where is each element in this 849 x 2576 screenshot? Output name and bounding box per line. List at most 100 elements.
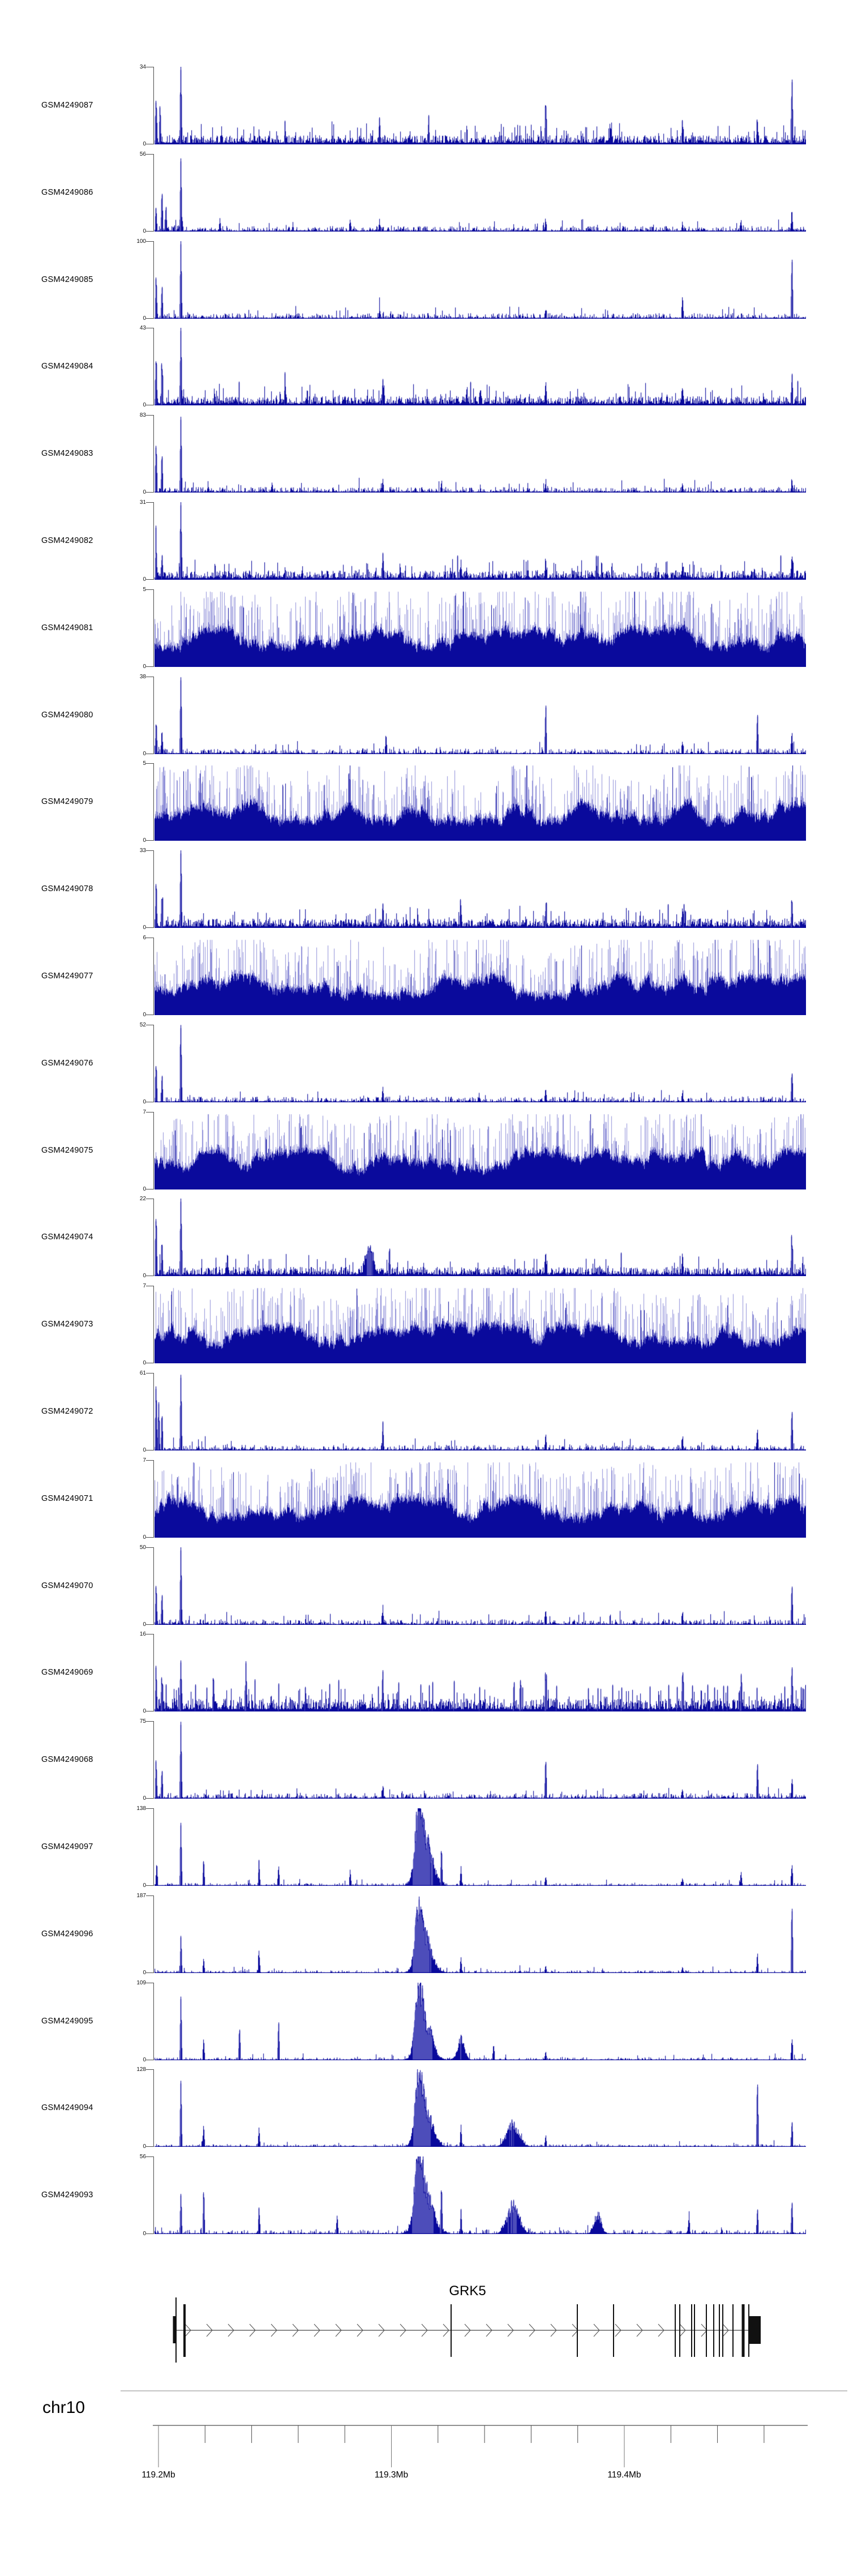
track-sample-label: GSM4249083: [41, 449, 93, 459]
gene-exon-mark: [713, 2304, 714, 2357]
strand-direction-arrow-icon: [486, 2323, 492, 2337]
track-sample-label: GSM4249087: [41, 101, 93, 110]
coverage-signal-plot: [155, 67, 806, 144]
strand-direction-arrow-icon: [249, 2323, 256, 2337]
coverage-signal-plot: [155, 938, 806, 1015]
track-sample-label: GSM4249078: [41, 884, 93, 894]
gene-exon-mark: [183, 2304, 186, 2357]
coverage-signal-plot: [155, 1547, 806, 1625]
gene-exon-mark: [749, 2316, 761, 2344]
strand-direction-arrow-icon: [314, 2323, 320, 2337]
track-ymax-label: 7: [143, 1109, 146, 1115]
track-y-axis: [153, 67, 155, 144]
track-y-tick: [146, 1624, 153, 1625]
track-yzero-label: 0: [143, 1795, 146, 1802]
coverage-signal-plot: [155, 1895, 806, 1973]
track-y-tick: [146, 927, 153, 928]
track-ymax-label: 138: [136, 1805, 146, 1812]
track-yzero-label: 0: [143, 1098, 146, 1105]
track-sample-label: GSM4249075: [41, 1145, 93, 1155]
track-yzero-label: 0: [143, 1012, 146, 1018]
track-ymax-label: 22: [139, 1196, 146, 1203]
track-yzero-label: 0: [143, 1708, 146, 1715]
track-ymax-label: 56: [139, 2154, 146, 2160]
coverage-signal-plot: [155, 328, 806, 406]
coverage-signal-plot: [155, 1982, 806, 2060]
track-sample-label: GSM4249077: [41, 972, 93, 981]
gene-exon-mark: [694, 2304, 695, 2357]
track-sample-label: GSM4249094: [41, 2103, 93, 2113]
gene-model-glyph: [173, 2297, 761, 2363]
strand-direction-arrow-icon: [593, 2323, 600, 2337]
track-y-tick: [146, 2069, 153, 2070]
coverage-signal-plot: [155, 1460, 806, 1538]
track-yzero-label: 0: [143, 1969, 146, 1976]
chromosome-label: chr10: [42, 2398, 85, 2417]
track-ymax-label: 83: [139, 412, 146, 419]
track-y-axis: [153, 1199, 155, 1277]
track-yzero-label: 0: [143, 1621, 146, 1628]
track-y-axis: [153, 415, 155, 493]
genomic-coordinate-axis: 119.2Mb 119.3Mb 119.4Mb: [121, 2390, 847, 2480]
track-y-tick: [146, 1808, 153, 1809]
track-y-tick: [146, 415, 153, 416]
track-y-axis: [153, 1286, 155, 1364]
strand-direction-arrow-icon: [464, 2323, 471, 2337]
track-ymax-label: 128: [136, 2066, 146, 2073]
gene-exon-mark: [706, 2304, 707, 2357]
gene-exon-mark: [679, 2304, 680, 2357]
track-yzero-label: 0: [143, 2143, 146, 2150]
track-yzero-label: 0: [143, 576, 146, 583]
track-y-tick: [146, 1460, 153, 1461]
coverage-signal-plot: [155, 1199, 806, 1277]
track-yzero-label: 0: [143, 2231, 146, 2237]
track-y-tick: [146, 840, 153, 841]
gene-name-label: GRK5: [449, 2283, 486, 2299]
track-y-axis: [153, 1024, 155, 1102]
coverage-signal-plot: [155, 1024, 806, 1102]
gene-exon-mark: [613, 2304, 614, 2357]
track-yzero-label: 0: [143, 489, 146, 496]
track-sample-label: GSM4249079: [41, 797, 93, 807]
coverage-signal-plot: [155, 241, 806, 319]
gene-exon-mark: [451, 2304, 452, 2357]
track-yzero-label: 0: [143, 1447, 146, 1453]
gene-exon-mark: [741, 2304, 745, 2357]
gene-exon-mark: [691, 2304, 692, 2357]
track-ymax-label: 61: [139, 1370, 146, 1376]
track-ymax-label: 6: [143, 935, 146, 941]
track-sample-label: GSM4249086: [41, 187, 93, 197]
track-sample-label: GSM4249080: [41, 710, 93, 720]
coverage-signal-plot: [155, 153, 806, 232]
track-y-tick: [146, 763, 153, 764]
gene-exon-mark: [719, 2304, 720, 2357]
track-y-axis: [153, 938, 155, 1015]
track-sample-label: GSM4249081: [41, 623, 93, 632]
coverage-signal-plot: [155, 502, 806, 580]
track-y-tick: [146, 1547, 153, 1548]
strand-direction-arrow-icon: [228, 2323, 234, 2337]
track-ymax-label: 31: [139, 499, 146, 506]
track-ymax-label: 100: [136, 238, 146, 245]
track-sample-label: GSM4249076: [41, 1058, 93, 1068]
track-sample-label: GSM4249097: [41, 1842, 93, 1851]
coverage-signal-plot: [155, 589, 806, 667]
track-sample-label: GSM4249073: [41, 1320, 93, 1329]
track-ymax-label: 187: [136, 1892, 146, 1899]
track-sample-label: GSM4249095: [41, 2016, 93, 2026]
coverage-signal-plot: [155, 763, 806, 841]
track-ymax-label: 75: [139, 1718, 146, 1725]
track-yzero-label: 0: [143, 663, 146, 670]
track-ymax-label: 7: [143, 1457, 146, 1464]
track-y-axis: [153, 1808, 155, 1886]
track-y-tick: [146, 318, 153, 319]
strand-direction-arrow-icon: [636, 2323, 643, 2337]
strand-direction-arrow-icon: [206, 2323, 213, 2337]
track-yzero-label: 0: [143, 750, 146, 757]
track-ymax-label: 50: [139, 1544, 146, 1551]
track-y-axis: [153, 1634, 155, 1712]
track-yzero-label: 0: [143, 837, 146, 844]
track-y-tick: [146, 1798, 153, 1799]
coverage-signal-plot: [155, 1373, 806, 1450]
